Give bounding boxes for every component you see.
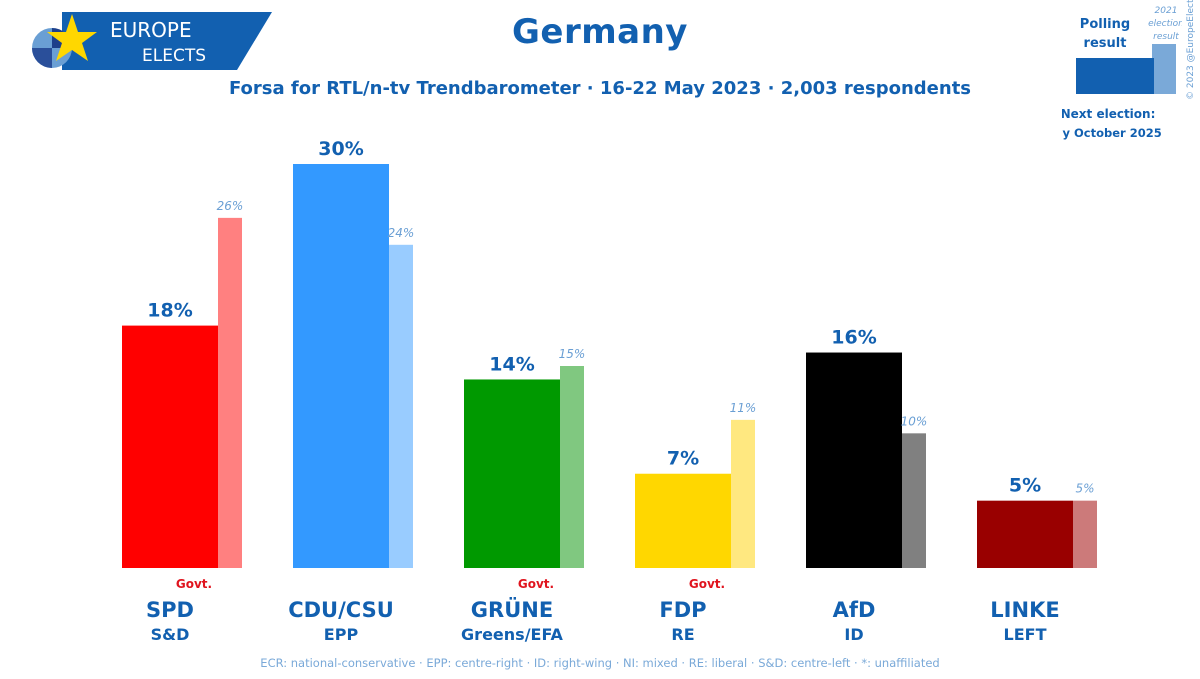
legend-prev-line2: election bbox=[1148, 19, 1182, 29]
group-label-3: RE bbox=[671, 625, 694, 644]
bar-poll-label-2: 14% bbox=[489, 353, 534, 375]
bar-prev-label-1: 24% bbox=[388, 226, 415, 240]
group-label-4: ID bbox=[844, 625, 863, 644]
bar-poll-4 bbox=[806, 352, 902, 568]
bar-poll-1 bbox=[293, 164, 389, 568]
bar-poll-label-5: 5% bbox=[1009, 475, 1041, 497]
chart-title: Germany bbox=[512, 12, 688, 52]
bar-prev-label-3: 11% bbox=[730, 401, 757, 415]
bar-poll-label-4: 16% bbox=[831, 327, 876, 349]
bar-prev-3 bbox=[731, 419, 755, 568]
bar-prev-label-5: 5% bbox=[1075, 482, 1094, 496]
party-label-1: CDU/CSU bbox=[288, 598, 394, 622]
bar-prev-label-0: 26% bbox=[217, 199, 244, 213]
bar-prev-5 bbox=[1073, 500, 1097, 568]
bar-poll-0 bbox=[122, 325, 218, 568]
bar-poll-2 bbox=[464, 379, 560, 568]
bar-prev-0 bbox=[218, 217, 242, 568]
group-label-5: LEFT bbox=[1004, 625, 1047, 644]
legend-polling-line1: Polling bbox=[1080, 17, 1130, 32]
bar-poll-3 bbox=[635, 473, 731, 568]
govt-label-2: Govt. bbox=[518, 577, 554, 591]
party-label-2: GRÜNE bbox=[471, 597, 553, 622]
party-label-3: FDP bbox=[659, 598, 706, 622]
group-label-0: S&D bbox=[151, 625, 190, 644]
legend-next-election-line1: Next election: bbox=[1062, 107, 1155, 121]
group-label-1: EPP bbox=[324, 625, 359, 644]
bar-prev-2 bbox=[560, 366, 584, 568]
party-label-0: SPD bbox=[146, 598, 194, 622]
legend-poll-swatch bbox=[1076, 58, 1154, 94]
bar-poll-label-0: 18% bbox=[147, 300, 192, 322]
legend-prev-line3: result bbox=[1153, 32, 1179, 42]
group-label-2: Greens/EFA bbox=[461, 625, 564, 644]
logo-line2: ELECTS bbox=[142, 46, 206, 66]
footer-legend-text: ECR: national-conservative · EPP: centre… bbox=[260, 656, 940, 670]
bar-prev-4 bbox=[902, 433, 926, 568]
legend-prev-line1: 2021 bbox=[1155, 6, 1178, 16]
bar-prev-label-2: 15% bbox=[559, 347, 586, 361]
bar-prev-label-4: 10% bbox=[901, 414, 928, 428]
legend-next-election-line2: by October 2025 bbox=[1062, 126, 1162, 140]
logo-line1: EUROPE bbox=[110, 18, 192, 42]
legend: Polling result 2021 election result Next… bbox=[1062, 6, 1182, 140]
legend-polling-line2: result bbox=[1084, 36, 1127, 51]
party-label-5: LINKE bbox=[990, 598, 1059, 622]
bar-poll-label-3: 7% bbox=[667, 448, 699, 470]
govt-label-3: Govt. bbox=[689, 577, 725, 591]
europe-elects-logo: EUROPE ELECTS bbox=[32, 12, 272, 70]
party-label-4: AfD bbox=[833, 598, 876, 622]
legend-prev-swatch bbox=[1152, 44, 1176, 94]
bar-prev-1 bbox=[389, 244, 413, 569]
bar-poll-5 bbox=[977, 500, 1073, 568]
bar-poll-label-1: 30% bbox=[318, 138, 363, 160]
govt-label-0: Govt. bbox=[176, 577, 212, 591]
chart-subtitle: Forsa for RTL/n-tv Trendbarometer · 16-2… bbox=[228, 78, 972, 99]
